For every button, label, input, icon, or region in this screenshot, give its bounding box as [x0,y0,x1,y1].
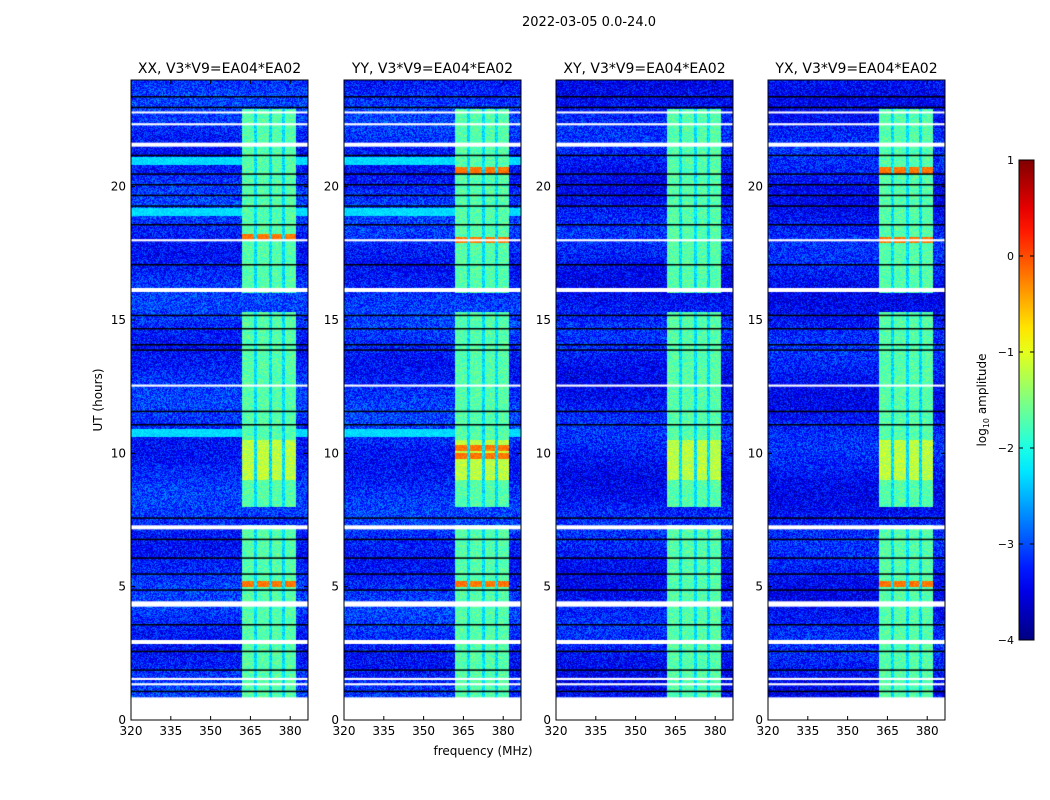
y-tick-label: 10 [324,446,339,460]
y-tick-label: 10 [536,446,551,460]
y-tick-label: 15 [111,313,126,327]
x-tick-label: 335 [796,724,819,738]
colorbar-label-rest: amplitude [975,354,989,418]
colorbar-label: log10 amplitude [975,354,991,447]
y-tick-label: 20 [111,180,126,194]
panel-yx: YX, V3*V9=EA04*EA02 320 335 350 365 380 0 5 10 15… [748,61,946,738]
x-tick-label: 320 [120,724,143,738]
x-tick-label: 350 [199,724,222,738]
x-tick-label: 335 [372,724,395,738]
plot-frame [555,79,734,721]
x-tick-label: 380 [492,724,515,738]
colorbar: log10 amplitude 10−1−2−3−4 [975,154,1035,647]
heatmap-yx [768,80,945,720]
panels: XX, V3*V9=EA04*EA02 320 335 350 365 380 0 5 10 15… [111,61,946,738]
x-tick-label: 365 [664,724,687,738]
y-tick-label: 10 [111,446,126,460]
heatmap-xy [556,80,733,720]
x-tick-label: 380 [279,724,302,738]
x-tick-label: 350 [624,724,647,738]
x-tick-label: 350 [412,724,435,738]
y-axis-label: UT (hours) [91,368,105,431]
x-tick-label: 365 [452,724,475,738]
plot-frame [767,79,946,721]
panel-xy: XY, V3*V9=EA04*EA02 320 335 350 365 380 0 5 10 15… [536,61,734,738]
x-tick-label: 320 [545,724,568,738]
x-tick-label: 320 [757,724,780,738]
heatmap-yy [344,80,521,720]
panel-yy: YY, V3*V9=EA04*EA02 320 335 350 365 380 0 5 10 15… [324,61,522,738]
x-tick-label: 335 [584,724,607,738]
panel-title: XY, V3*V9=EA04*EA02 [563,61,725,77]
y-tick-label: 0 [543,713,551,727]
x-tick-label: 365 [239,724,262,738]
panel-xx: XX, V3*V9=EA04*EA02 320 335 350 365 380 0 5 10 15… [111,61,309,738]
colorbar-tick-label: −4 [998,634,1014,647]
y-tick-label: 15 [536,313,551,327]
x-tick-label: 350 [836,724,859,738]
colorbar-tick-label: −1 [998,346,1014,359]
x-axis-label: frequency (MHz) [433,744,532,758]
y-tick-label: 5 [543,580,551,594]
x-tick-label: 320 [333,724,356,738]
x-tick-label: 335 [159,724,182,738]
colorbar-tick-label: 0 [1007,250,1014,263]
x-tick-label: 380 [916,724,939,738]
y-tick-label: 10 [748,446,763,460]
figure-suptitle: 2022-03-05 0.0-24.0 [522,15,656,30]
x-tick-label: 365 [876,724,899,738]
x-tick-label: 380 [704,724,727,738]
plot-frame [343,79,522,721]
colorbar-tick-label: 1 [1007,154,1014,167]
y-tick-label: 5 [755,580,763,594]
panel-title: YY, V3*V9=EA04*EA02 [351,61,513,77]
panel-title: YX, V3*V9=EA04*EA02 [774,61,937,77]
y-tick-label: 0 [331,713,339,727]
y-tick-label: 15 [748,313,763,327]
panel-title: XX, V3*V9=EA04*EA02 [138,61,301,77]
y-tick-label: 20 [536,180,551,194]
plot-frame [130,79,309,721]
y-tick-label: 0 [118,713,126,727]
colorbar-label-log: log [975,428,989,446]
heatmap-xx [131,80,308,720]
y-tick-label: 5 [118,580,126,594]
colorbar-tick-label: −2 [998,442,1014,455]
y-tick-label: 20 [748,180,763,194]
y-tick-label: 5 [331,580,339,594]
colorbar-label-subscript: 10 [982,418,991,428]
y-tick-label: 15 [324,313,339,327]
y-tick-label: 0 [755,713,763,727]
y-tick-label: 20 [324,180,339,194]
colorbar-tick-label: −3 [998,538,1014,551]
colorbar-gradient [1018,159,1035,641]
